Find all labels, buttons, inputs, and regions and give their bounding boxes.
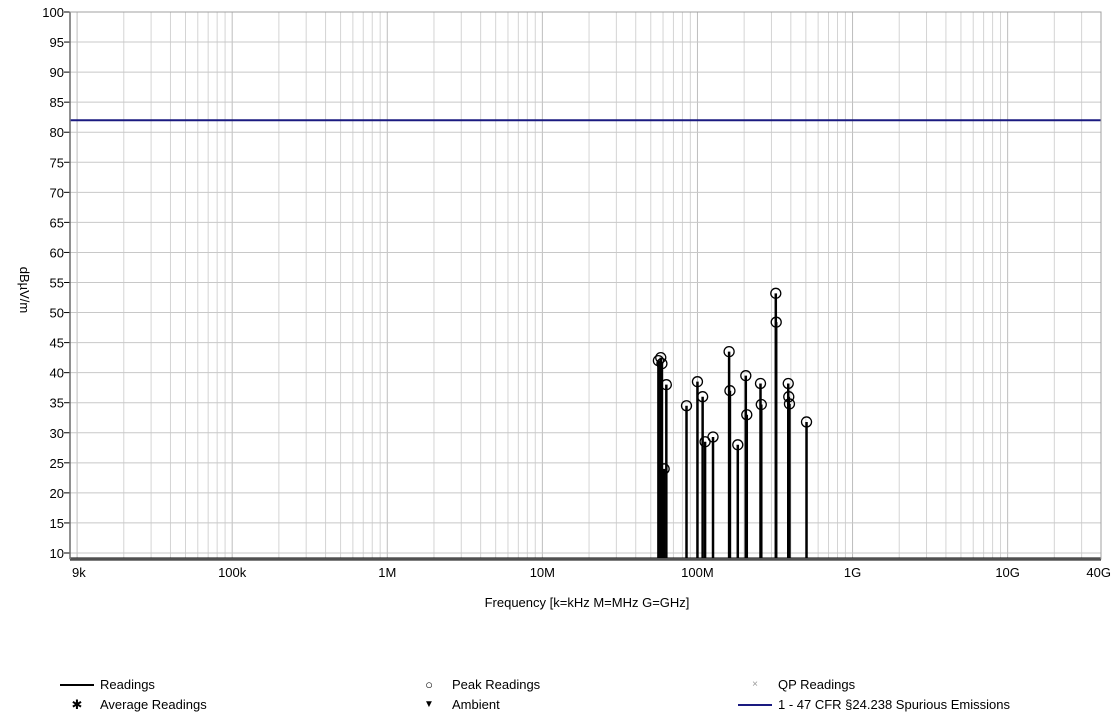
plot-frame <box>69 11 1102 560</box>
peak-reading-marker <box>723 345 735 358</box>
y-tick-label: 35 <box>50 396 64 411</box>
peak-reading-marker <box>656 357 668 370</box>
y-tick-label: 50 <box>50 306 64 321</box>
y-tick-label: 75 <box>50 155 64 170</box>
x-tick-label: 40G <box>1086 565 1111 580</box>
peak-reading-marker <box>783 391 795 403</box>
peak-reading-marker <box>691 376 704 388</box>
y-tick-label: 70 <box>50 185 64 200</box>
peak-reading-marker <box>755 398 767 411</box>
peak-reading-marker <box>707 431 719 443</box>
peak-reading-marker <box>658 463 670 475</box>
x-tick-label: 10M <box>530 565 555 580</box>
peak-reading-marker <box>783 398 796 410</box>
minor-gridlines <box>69 12 1102 559</box>
y-tick-label: 25 <box>50 456 64 471</box>
x-tick-label: 100k <box>218 565 247 580</box>
peak-reading-marker <box>800 416 813 428</box>
plot-background <box>70 12 1101 559</box>
y-tick-label: 20 <box>50 486 64 501</box>
peak-reading-marker <box>680 400 693 412</box>
peak-reading-marker <box>770 287 782 299</box>
y-tick-label: 90 <box>50 65 64 80</box>
y-tick-label: 65 <box>50 215 64 230</box>
x-tick-label: 10G <box>995 565 1020 580</box>
y-tick-label: 95 <box>50 35 64 50</box>
x-tick-label: 1M <box>378 565 396 580</box>
y-tick-label: 80 <box>50 125 64 140</box>
major-gridlines <box>70 11 1101 559</box>
y-tick-label: 30 <box>50 426 64 441</box>
y-axis-title: dBµV/m <box>17 267 32 314</box>
y-axis: 10 15 20 25 30 35 40 45 50 55 60 65 70 75 80 85 90 95 100 <box>42 5 71 561</box>
peak-reading-marker <box>782 377 794 390</box>
peak-reading-marker <box>740 370 752 382</box>
peak-reading-marker <box>660 379 672 391</box>
peak-reading-marker <box>724 385 736 397</box>
peak-reading-marker <box>652 354 665 367</box>
x-tick-label: 1G <box>844 565 861 580</box>
y-tick-label: 45 <box>50 336 64 351</box>
y-tick-label: 85 <box>50 95 64 110</box>
peak-reading-marker <box>655 351 667 364</box>
reading-stems <box>657 293 808 559</box>
peak-reading-marker <box>770 316 782 328</box>
y-tick-label: 100 <box>42 5 64 20</box>
y-tick-label: 40 <box>50 366 64 381</box>
y-tick-label: 55 <box>50 275 64 290</box>
x-axis-title: Frequency [k=kHz M=MHz G=GHz] <box>485 595 690 610</box>
y-tick-label: 60 <box>50 245 64 260</box>
y-tick-label: 10 <box>50 546 64 561</box>
peak-reading-marker <box>696 391 709 403</box>
x-axis: 9k 100k 1M 10M 100M 1G 10G 40G <box>70 557 1111 580</box>
y-tick-label: 15 <box>50 516 64 531</box>
x-tick-label: 9k <box>72 565 86 580</box>
x-tick-label: 100M <box>681 565 714 580</box>
peak-reading-marker <box>732 439 744 451</box>
peak-reading-marker <box>741 409 753 421</box>
peak-markers <box>652 287 813 475</box>
peak-reading-marker <box>754 377 767 390</box>
